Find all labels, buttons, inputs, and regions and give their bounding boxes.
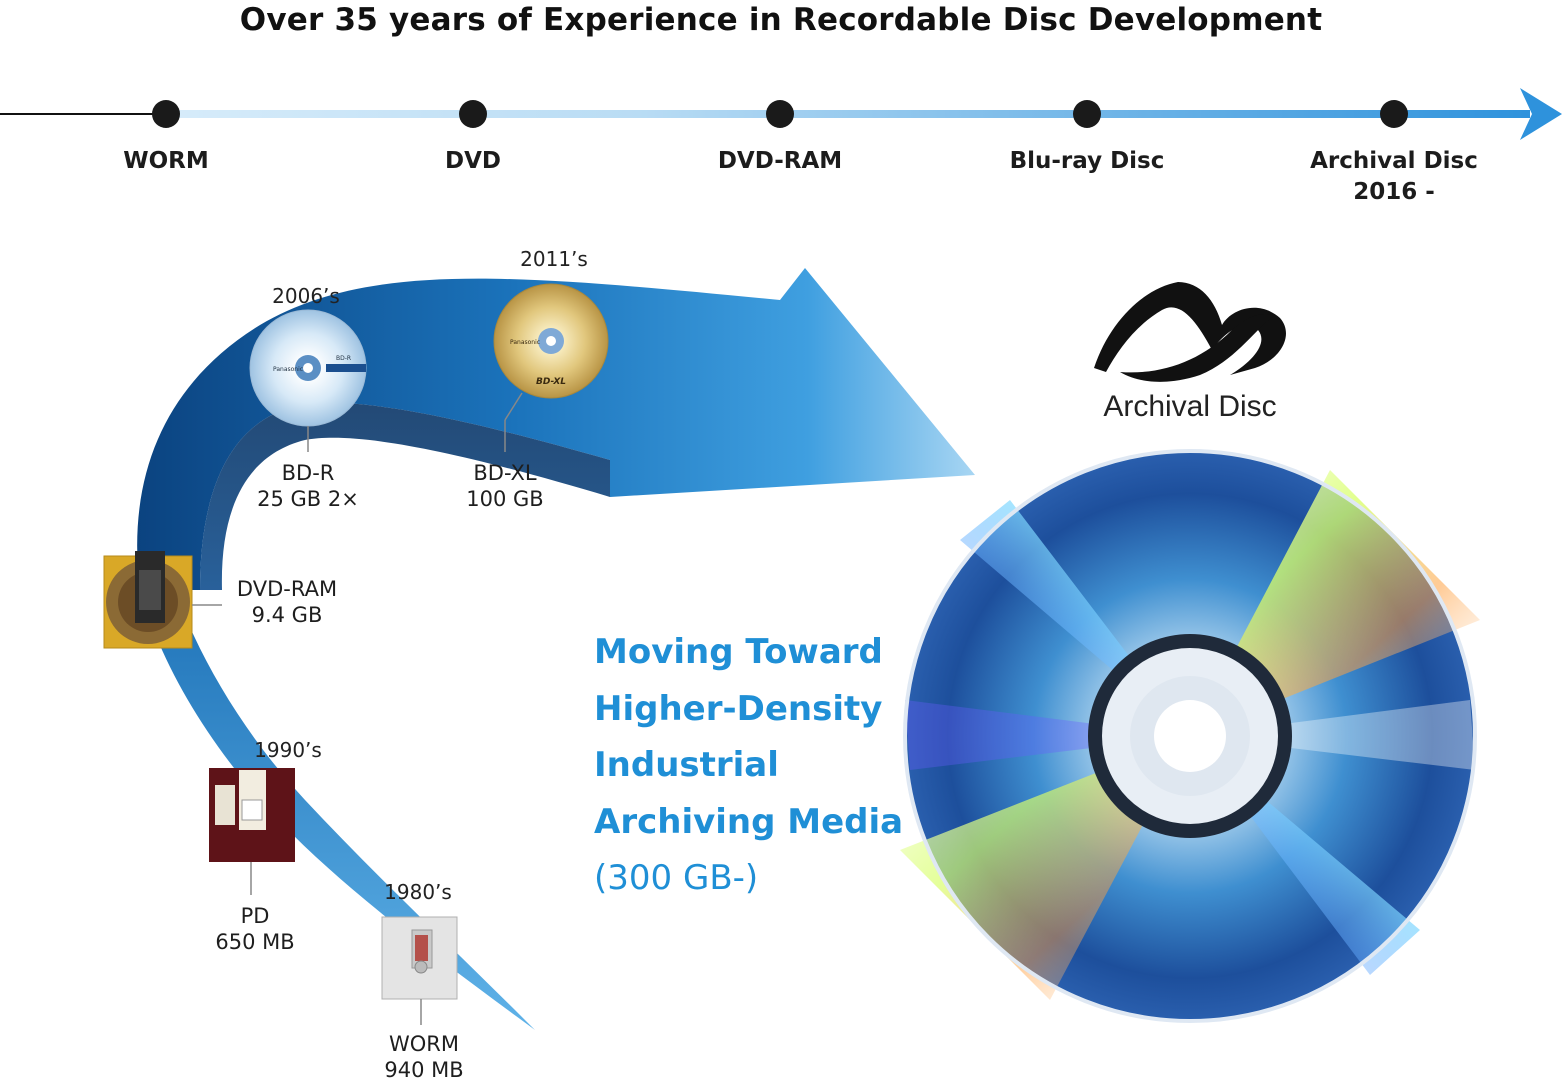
- bd-r-type: BD-R: [336, 355, 351, 362]
- bd-xl-type: BD-XL: [536, 377, 566, 387]
- timeline-label-archival: Archival Disc 2016 -: [1264, 146, 1524, 208]
- media-label-bd-xl: BD-XL 100 GB: [466, 461, 544, 511]
- bd-r-disc: Panasonic BD-R: [249, 309, 367, 452]
- timeline-dot-dvd-ram: [766, 100, 794, 128]
- headline-line-5: (300 GB-): [594, 858, 759, 898]
- worm-cartridge: [381, 916, 458, 1025]
- timeline-dot-archival: [1380, 100, 1408, 128]
- headline-line-1: Moving Toward: [594, 632, 883, 672]
- timeline-label-dvd: DVD: [445, 148, 501, 174]
- bd-xl-disc: Panasonic BD-XL: [493, 283, 609, 452]
- timeline-arrowhead: [1520, 88, 1562, 140]
- timeline-label-worm: WORM: [123, 148, 209, 174]
- timeline-label-bluray: Blu-ray Disc: [1009, 148, 1165, 174]
- year-label-bd-xl: 2011’s: [520, 247, 588, 271]
- timeline-dot-worm: [152, 100, 180, 128]
- page-title: Over 35 years of Experience in Recordabl…: [239, 2, 1323, 38]
- headline-line-2: Higher-Density: [594, 688, 883, 729]
- archival-disc-logo: [1094, 282, 1286, 382]
- bd-r-brand: Panasonic: [273, 366, 303, 373]
- bd-xl-brand: Panasonic: [510, 339, 540, 346]
- year-label-pd: 1990’s: [254, 738, 322, 762]
- media-label-pd: PD 650 MB: [215, 904, 295, 954]
- timeline-dot-dvd: [459, 100, 487, 128]
- year-label-worm: 1980’s: [384, 880, 452, 904]
- archival-disc-logo-text: Archival Disc: [1103, 390, 1277, 423]
- pd-cartridge: [209, 768, 295, 895]
- timeline-bar: [160, 110, 1530, 118]
- media-label-worm: WORM 940 MB: [384, 1032, 464, 1082]
- dvd-ram-cartridge: [103, 551, 222, 649]
- timeline-sublabel-archival: 2016 -: [1353, 179, 1435, 205]
- headline-line-3: Industrial: [594, 745, 779, 785]
- year-label-bd-r: 2006’s: [272, 284, 340, 308]
- headline: Moving Toward Higher-Density Industrial …: [594, 624, 903, 907]
- headline-line-4: Archiving Media: [594, 801, 904, 842]
- timeline-dot-bluray: [1073, 100, 1101, 128]
- media-label-bd-r: BD-R 25 GB 2×: [257, 461, 359, 511]
- archival-disc-image: [900, 449, 1480, 1023]
- timeline-label-dvd-ram: DVD-RAM: [717, 148, 843, 174]
- media-label-dvd-ram: DVD-RAM 9.4 GB: [236, 577, 338, 627]
